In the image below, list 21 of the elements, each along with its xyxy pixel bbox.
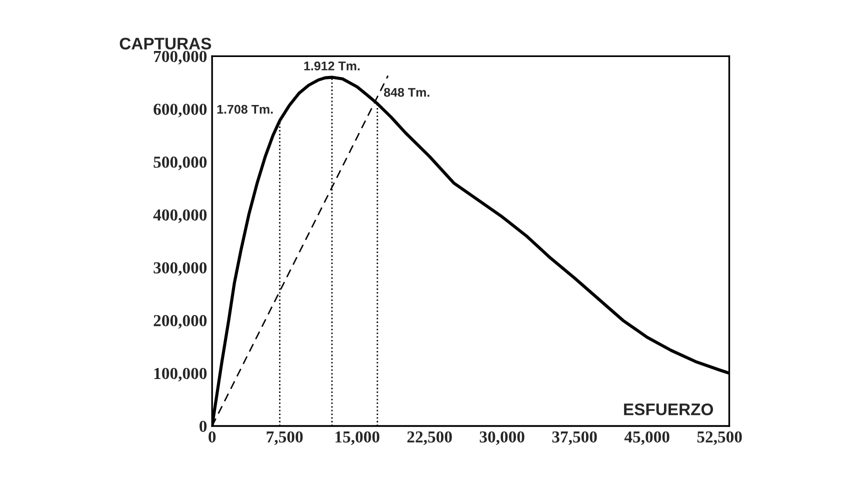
x-tick-label: 45,000: [624, 431, 670, 446]
y-tick-label: 300,000: [154, 262, 207, 276]
y-tick-label: 0: [200, 420, 207, 432]
x-tick-label: 22,500: [407, 431, 452, 446]
y-tick-label: 200,000: [154, 315, 207, 329]
x-tick-label: 7,500: [266, 431, 303, 446]
x-axis-title: ESFUERZO: [624, 404, 714, 416]
x-tick-label: 37,500: [552, 431, 597, 446]
y-tick-label: 600,000: [154, 104, 207, 118]
x-tick-label: 30,000: [480, 431, 524, 446]
ref-line-label: 848 Tm.: [384, 88, 430, 97]
y-tick-label: 500,000: [154, 156, 207, 170]
y-tick-label: 400,000: [153, 209, 207, 224]
y-axis-title: CAPTURAS: [120, 38, 212, 50]
x-tick-label: 0: [208, 431, 216, 443]
ref-line-label: 1.912 Tm.: [304, 62, 360, 70]
ref-line-label: 1.708 Tm.: [217, 104, 273, 114]
x-tick-label: 15,000: [336, 431, 380, 446]
x-tick-label: 52,500: [697, 431, 742, 446]
y-tick-label: 100,000: [154, 368, 207, 382]
y-tick-label: 700,000: [154, 50, 207, 65]
